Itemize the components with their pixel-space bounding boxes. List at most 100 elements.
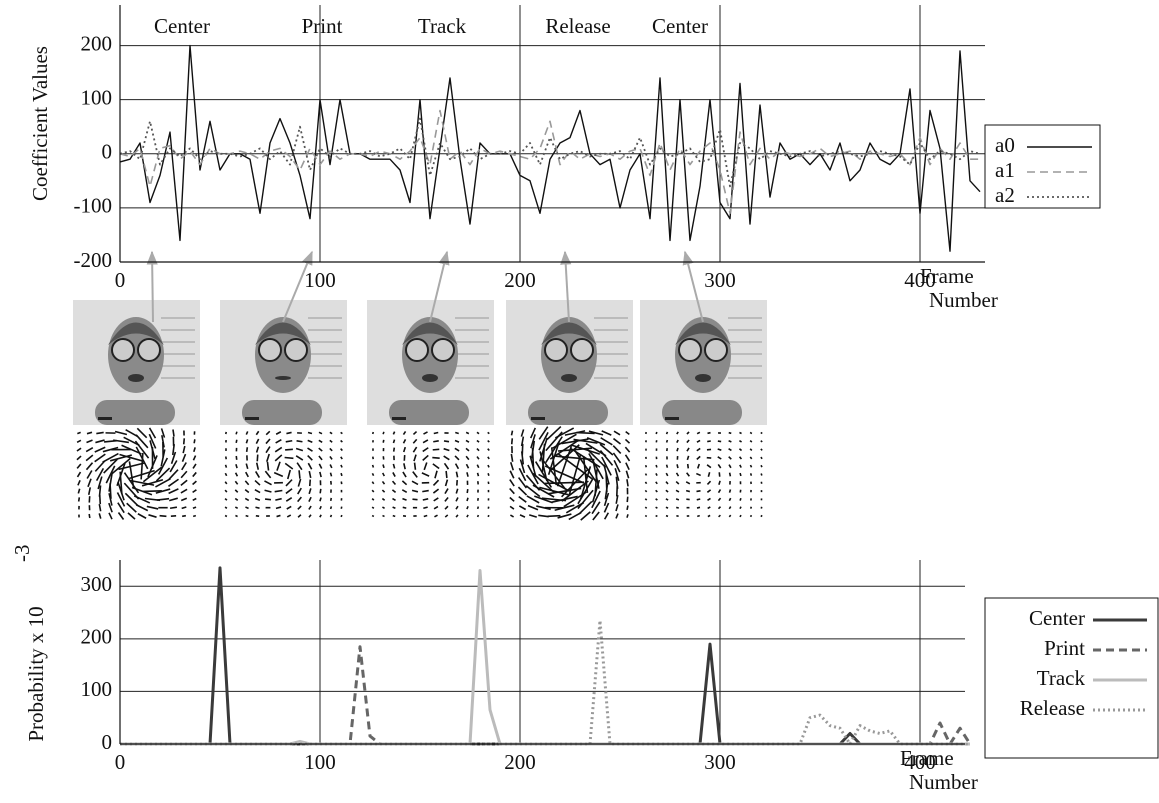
shoulders bbox=[662, 400, 742, 425]
flow-vector bbox=[728, 456, 732, 460]
flow-vector bbox=[444, 505, 449, 510]
flow-vector bbox=[697, 514, 700, 518]
flow-vector bbox=[224, 481, 228, 485]
video-frames bbox=[73, 250, 767, 521]
flow-vector bbox=[169, 460, 178, 473]
flow-vector bbox=[168, 478, 179, 487]
flow-vector bbox=[340, 464, 343, 468]
flow-vector bbox=[155, 477, 171, 488]
flow-vector bbox=[148, 433, 157, 449]
flow-vector bbox=[665, 472, 669, 477]
flow-vector bbox=[160, 449, 166, 467]
flow-vector bbox=[97, 476, 103, 490]
flow-vector bbox=[297, 487, 302, 495]
flow-vector bbox=[286, 469, 292, 480]
flow-vector bbox=[224, 472, 228, 477]
flow-vector bbox=[274, 454, 283, 462]
flow-vector bbox=[665, 481, 669, 485]
flow-vector bbox=[422, 489, 429, 493]
flow-vector bbox=[707, 497, 711, 502]
flow-vector bbox=[392, 497, 396, 501]
flow-vector bbox=[476, 506, 480, 510]
flow-vector bbox=[118, 462, 145, 471]
flow-vector bbox=[728, 514, 732, 518]
flow-vector bbox=[749, 473, 753, 476]
flow-vector bbox=[706, 489, 712, 493]
flow-vector bbox=[224, 506, 228, 509]
arrow bbox=[429, 250, 450, 323]
flow-vector bbox=[455, 505, 459, 510]
flow-vector bbox=[717, 497, 722, 502]
flow-vector bbox=[169, 506, 178, 510]
flow-vector bbox=[717, 448, 722, 451]
flow-vector bbox=[181, 462, 187, 471]
flow-vector bbox=[266, 461, 270, 471]
y-tick-label: 0 bbox=[102, 730, 113, 754]
flow-vector bbox=[382, 506, 385, 510]
flow-vector bbox=[519, 514, 526, 518]
flow-vector bbox=[655, 498, 658, 501]
flow-vector bbox=[96, 431, 104, 435]
flow-vector bbox=[245, 439, 249, 444]
flow-vector bbox=[696, 455, 701, 460]
flow-vector bbox=[454, 455, 460, 461]
flow-vector bbox=[696, 431, 701, 435]
flow-vector bbox=[329, 447, 333, 452]
flow-vector bbox=[580, 511, 591, 521]
flow-vector bbox=[381, 489, 386, 493]
flow-vector bbox=[675, 498, 680, 501]
flow-vector bbox=[412, 446, 418, 453]
legend-label: a0 bbox=[995, 133, 1015, 157]
flow-vector bbox=[169, 497, 178, 502]
flow-vector bbox=[108, 473, 113, 492]
flow-vector bbox=[454, 463, 460, 470]
flow-vector bbox=[181, 514, 187, 518]
flow-vector bbox=[121, 444, 142, 455]
flow-vector bbox=[520, 429, 525, 437]
flow-vector bbox=[264, 498, 272, 501]
flow-vector bbox=[297, 478, 302, 487]
frame-mark bbox=[98, 417, 112, 420]
flow-vector bbox=[412, 498, 418, 501]
flow-vector bbox=[87, 478, 92, 488]
flow-vector bbox=[181, 506, 187, 510]
legend-label: Release bbox=[1020, 696, 1085, 720]
flow-vector bbox=[445, 470, 448, 479]
legend-label: Center bbox=[1029, 606, 1085, 630]
flow-vector bbox=[625, 470, 630, 479]
flow-vector bbox=[686, 463, 690, 469]
phase-label: Track bbox=[418, 14, 467, 38]
shoulders bbox=[95, 400, 175, 425]
flow-vector bbox=[706, 464, 712, 469]
flow-vector bbox=[308, 496, 312, 502]
flow-vector bbox=[308, 470, 312, 479]
flow-vector bbox=[180, 497, 188, 502]
flow-vector bbox=[423, 506, 428, 510]
flow-vector bbox=[739, 431, 742, 435]
flow-vector bbox=[254, 479, 261, 486]
flow-vector bbox=[411, 489, 419, 493]
x-tick-label: 100 bbox=[304, 750, 336, 774]
y-tick-label: 200 bbox=[81, 625, 113, 649]
flow-vector bbox=[577, 489, 594, 510]
glasses bbox=[570, 338, 594, 362]
flow-vector bbox=[547, 487, 582, 495]
flow-vector bbox=[402, 438, 407, 444]
flow-vector bbox=[113, 439, 129, 444]
flow-vector bbox=[676, 439, 679, 444]
flow-vector bbox=[588, 430, 604, 436]
flow-vector bbox=[318, 455, 323, 461]
flow-vector bbox=[143, 489, 162, 493]
flow-vector bbox=[86, 439, 93, 444]
flow-vector bbox=[625, 431, 630, 435]
flow-vector bbox=[382, 439, 385, 443]
flow-vector bbox=[526, 495, 540, 504]
flow-vector bbox=[466, 514, 469, 518]
flow-vector bbox=[591, 501, 601, 515]
flow-vector bbox=[371, 489, 375, 493]
flow-vector bbox=[381, 497, 386, 501]
flow-vector bbox=[613, 459, 621, 473]
glasses bbox=[704, 338, 728, 362]
flow-vector bbox=[286, 505, 292, 510]
flow-vector bbox=[285, 488, 293, 495]
